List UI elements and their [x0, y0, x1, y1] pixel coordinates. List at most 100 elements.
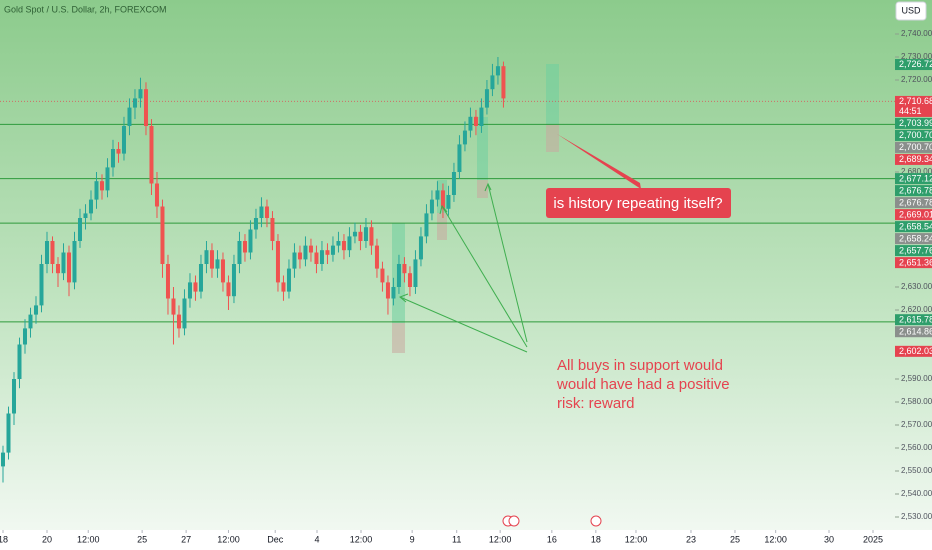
annotation-box	[546, 188, 731, 218]
candle-body	[363, 227, 368, 241]
price-tag	[895, 345, 932, 357]
long-stop	[477, 180, 488, 198]
candle-body	[330, 245, 335, 255]
candle-body	[220, 259, 225, 283]
event-icons	[502, 515, 602, 527]
candle-body	[424, 213, 429, 237]
y-tick-label: 2,590.00	[901, 374, 932, 383]
candle-body	[171, 298, 176, 315]
red-arrow	[557, 134, 641, 189]
y-tick-label: 2,560.00	[901, 443, 932, 452]
candle-body	[121, 125, 126, 154]
x-tick-label: 18	[591, 534, 601, 544]
x-tick-label: 2025	[863, 534, 883, 544]
annotation: would have had a positive	[556, 376, 730, 393]
price-tag	[895, 209, 932, 221]
price-tag-label: 2,700.70	[899, 130, 932, 140]
candle-body	[347, 236, 352, 251]
price-tag	[895, 314, 932, 326]
candle-body	[352, 231, 357, 237]
x-tick-label: 4	[315, 534, 320, 544]
price-tag-label: 2,669.01	[899, 209, 932, 219]
candle-body	[264, 206, 269, 218]
candle-body	[11, 379, 16, 414]
x-tick-label: 25	[137, 534, 147, 544]
candle-body	[479, 107, 484, 126]
candle-body	[451, 171, 456, 195]
price-tag-label: 2,614.86	[899, 326, 932, 336]
candle-body	[55, 263, 60, 274]
candle-body	[61, 252, 66, 274]
candle-body	[44, 240, 49, 264]
candle-body	[160, 206, 165, 264]
candle-body	[88, 199, 93, 214]
candle-body	[413, 259, 418, 287]
candle-body	[28, 314, 33, 329]
price-tag	[895, 257, 932, 269]
x-tick-label: 12:00	[764, 534, 787, 544]
currency[interactable]: USD	[901, 5, 921, 15]
candle-body	[275, 240, 280, 283]
candle-body	[281, 282, 286, 292]
candle-body	[446, 194, 451, 209]
candle-body	[270, 217, 275, 241]
annotation: All buys in support would	[557, 357, 723, 374]
candle-body	[215, 259, 220, 269]
candle-body	[176, 314, 181, 329]
price-tag-label: 2,700.70	[899, 142, 932, 152]
candle-body	[165, 263, 170, 299]
chart-title: Gold Spot / U.S. Dollar, 2h, FOREXCOM	[4, 4, 167, 14]
candle-body	[495, 66, 500, 76]
x-tick-label: 12:00	[217, 534, 240, 544]
price-tag	[895, 59, 932, 71]
candle-body	[501, 66, 506, 99]
y-tick-label: 2,580.00	[901, 397, 932, 406]
currency-button[interactable]	[895, 1, 927, 21]
candle-body	[204, 250, 209, 264]
candle-body	[402, 263, 407, 274]
arrow	[557, 134, 641, 189]
x-tick-label: 16	[547, 534, 557, 544]
candle-body	[253, 217, 258, 230]
long-stop	[546, 125, 559, 152]
candle-body	[242, 240, 247, 253]
y-tick-label: 2,680.00	[901, 167, 932, 176]
y-tick-label: 2,740.00	[901, 29, 932, 38]
candle-body	[127, 107, 132, 126]
price-tag	[895, 245, 932, 257]
x-tick-label: 25	[730, 534, 740, 544]
arrows	[399, 182, 528, 353]
candle-body	[374, 245, 379, 269]
long-target	[546, 64, 559, 125]
long-target	[477, 117, 488, 180]
price-tag-label: 2,676.78	[899, 185, 932, 195]
candle-body	[231, 263, 236, 297]
long-stop	[437, 213, 447, 240]
price-tag-label: 2,657.76	[899, 245, 932, 255]
candle-body	[319, 250, 324, 264]
price-tag-label: 2,710.68	[899, 96, 932, 106]
candle-body	[380, 268, 385, 283]
x-tick-label: 20	[42, 534, 52, 544]
candle-body	[259, 206, 264, 218]
annotation: is history repeating itself?	[553, 195, 722, 212]
candle-body	[468, 116, 473, 131]
candle-body	[105, 167, 110, 191]
candle-body	[407, 273, 412, 287]
candle-body	[325, 250, 330, 255]
price-tag-label: 2,689.34	[899, 154, 932, 164]
y-tick-label: 2,530.00	[901, 512, 932, 521]
candle-body	[314, 252, 319, 264]
candle-body	[66, 252, 71, 283]
annotation: risk: reward	[557, 395, 635, 412]
x-tick-label: 11	[452, 534, 461, 544]
arrow-head	[484, 182, 492, 192]
time-axis	[0, 530, 932, 550]
arrow	[441, 205, 528, 348]
event-icon	[508, 515, 520, 527]
price-tag	[895, 153, 932, 165]
candle-body	[0, 452, 5, 467]
candle-body	[154, 183, 159, 207]
candle-body	[198, 263, 203, 292]
